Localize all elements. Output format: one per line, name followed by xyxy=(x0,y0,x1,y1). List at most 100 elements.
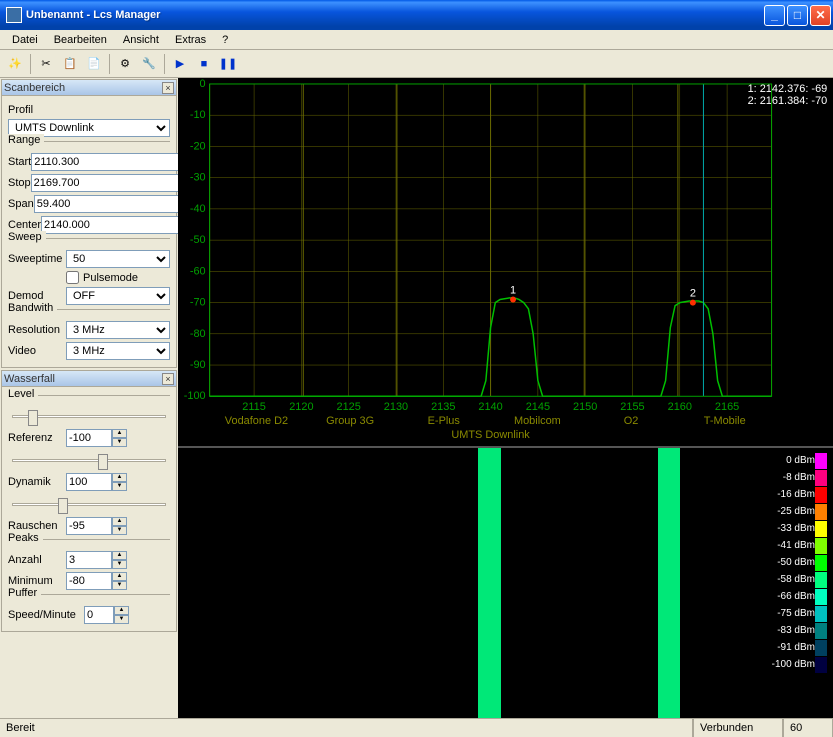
minimum-input[interactable] xyxy=(66,572,112,590)
legend-label: -91 dBm xyxy=(751,642,815,653)
anzahl-input[interactable] xyxy=(66,551,112,569)
start-label: Start xyxy=(8,156,31,168)
copy-icon[interactable]: 📋 xyxy=(59,53,81,75)
resolution-select[interactable]: 3 MHz xyxy=(66,321,170,339)
spin-down-icon[interactable]: ▼ xyxy=(112,482,127,491)
menu-datei[interactable]: Datei xyxy=(4,32,46,48)
svg-text:-80: -80 xyxy=(190,328,206,340)
legend-color-swatch xyxy=(815,504,827,520)
spin-down-icon[interactable]: ▼ xyxy=(112,581,127,590)
svg-text:1: 2142.376: -69: 1: 2142.376: -69 xyxy=(748,83,828,95)
rauschen-input[interactable] xyxy=(66,517,112,535)
svg-text:-30: -30 xyxy=(190,172,206,184)
status-ready: Bereit xyxy=(0,719,693,737)
legend-color-swatch xyxy=(815,470,827,486)
play-icon[interactable]: ▶ xyxy=(169,53,191,75)
menu-bearbeiten[interactable]: Bearbeiten xyxy=(46,32,115,48)
legend-row: -66 dBm xyxy=(751,588,831,605)
menu-ansicht[interactable]: Ansicht xyxy=(115,32,167,48)
svg-text:2160: 2160 xyxy=(668,401,692,413)
svg-text:-60: -60 xyxy=(190,265,206,277)
spin-up-icon[interactable]: ▲ xyxy=(112,473,127,482)
video-select[interactable]: 3 MHz xyxy=(66,342,170,360)
pause-icon[interactable]: ❚❚ xyxy=(217,53,239,75)
svg-text:2145: 2145 xyxy=(526,401,550,413)
svg-text:2: 2161.384: -70: 2: 2161.384: -70 xyxy=(748,95,828,107)
app-icon xyxy=(6,7,22,23)
referenz-label: Referenz xyxy=(8,432,66,444)
rauschen-slider[interactable] xyxy=(8,494,170,514)
paste-icon[interactable]: 📄 xyxy=(83,53,105,75)
legend-row: -16 dBm xyxy=(751,486,831,503)
cut-icon[interactable]: ✂ xyxy=(35,53,57,75)
legend-color-swatch xyxy=(815,453,827,469)
scanbereich-close-icon[interactable]: × xyxy=(162,82,174,94)
legend-color-swatch xyxy=(815,623,827,639)
puffer-label: Puffer xyxy=(8,587,41,599)
legend-color-swatch xyxy=(815,572,827,588)
legend-label: -66 dBm xyxy=(751,591,815,602)
svg-text:-10: -10 xyxy=(190,109,206,121)
sweeptime-select[interactable]: 50 xyxy=(66,250,170,268)
sweeptime-label: Sweeptime xyxy=(8,253,66,265)
spin-down-icon[interactable]: ▼ xyxy=(114,615,129,624)
dynamik-label: Dynamik xyxy=(8,476,66,488)
pulsemode-checkbox[interactable] xyxy=(66,271,79,284)
profil-label: Profil xyxy=(8,104,170,116)
svg-text:Mobilcom: Mobilcom xyxy=(514,415,561,427)
referenz-slider[interactable] xyxy=(8,406,170,426)
dynamik-input[interactable] xyxy=(66,473,112,491)
start-input[interactable] xyxy=(31,153,179,171)
stop-input[interactable] xyxy=(31,174,179,192)
legend-row: -33 dBm xyxy=(751,520,831,537)
minimum-label: Minimum xyxy=(8,575,66,587)
wasserfall-close-icon[interactable]: × xyxy=(162,373,174,385)
legend-label: -25 dBm xyxy=(751,506,815,517)
spin-down-icon[interactable]: ▼ xyxy=(112,526,127,535)
legend-label: -58 dBm xyxy=(751,574,815,585)
tool1-icon[interactable]: ⚙ xyxy=(114,53,136,75)
svg-text:2125: 2125 xyxy=(337,401,361,413)
tool2-icon[interactable]: 🔧 xyxy=(138,53,160,75)
legend-color-swatch xyxy=(815,640,827,656)
svg-text:2165: 2165 xyxy=(715,401,739,413)
wand-icon[interactable]: ✨ xyxy=(4,53,26,75)
maximize-button[interactable]: □ xyxy=(787,5,808,26)
legend-label: 0 dBm xyxy=(751,455,815,466)
demod-select[interactable]: OFF xyxy=(66,287,170,305)
svg-text:2: 2 xyxy=(690,288,696,300)
legend-row: -75 dBm xyxy=(751,605,831,622)
spin-up-icon[interactable]: ▲ xyxy=(114,606,129,615)
stop-icon[interactable]: ■ xyxy=(193,53,215,75)
legend-label: -33 dBm xyxy=(751,523,815,534)
waterfall-display: 0 dBm-8 dBm-16 dBm-25 dBm-33 dBm-41 dBm-… xyxy=(178,448,833,718)
wasserfall-title: Wasserfall xyxy=(4,373,162,385)
spin-up-icon[interactable]: ▲ xyxy=(112,429,127,438)
svg-text:2150: 2150 xyxy=(573,401,597,413)
svg-text:E-Plus: E-Plus xyxy=(428,415,461,427)
close-button[interactable]: ✕ xyxy=(810,5,831,26)
svg-text:2135: 2135 xyxy=(431,401,455,413)
status-val: 60 xyxy=(783,719,833,737)
anzahl-label: Anzahl xyxy=(8,554,66,566)
spin-down-icon[interactable]: ▼ xyxy=(112,560,127,569)
spin-down-icon[interactable]: ▼ xyxy=(112,438,127,447)
spin-up-icon[interactable]: ▲ xyxy=(112,572,127,581)
dynamik-slider[interactable] xyxy=(8,450,170,470)
speed-input[interactable] xyxy=(84,606,114,624)
svg-text:-100: -100 xyxy=(184,390,206,402)
legend-row: -50 dBm xyxy=(751,554,831,571)
referenz-input[interactable] xyxy=(66,429,112,447)
demod-label: Demod xyxy=(8,290,66,302)
span-input[interactable] xyxy=(34,195,182,213)
menu-extras[interactable]: Extras xyxy=(167,32,214,48)
minimize-button[interactable]: _ xyxy=(764,5,785,26)
legend-row: -83 dBm xyxy=(751,622,831,639)
spin-up-icon[interactable]: ▲ xyxy=(112,517,127,526)
spin-up-icon[interactable]: ▲ xyxy=(112,551,127,560)
center-input[interactable] xyxy=(41,216,189,234)
legend-color-swatch xyxy=(815,538,827,554)
menu-help[interactable]: ? xyxy=(214,32,236,48)
svg-text:2115: 2115 xyxy=(242,401,266,413)
pulsemode-label: Pulsemode xyxy=(83,272,138,284)
